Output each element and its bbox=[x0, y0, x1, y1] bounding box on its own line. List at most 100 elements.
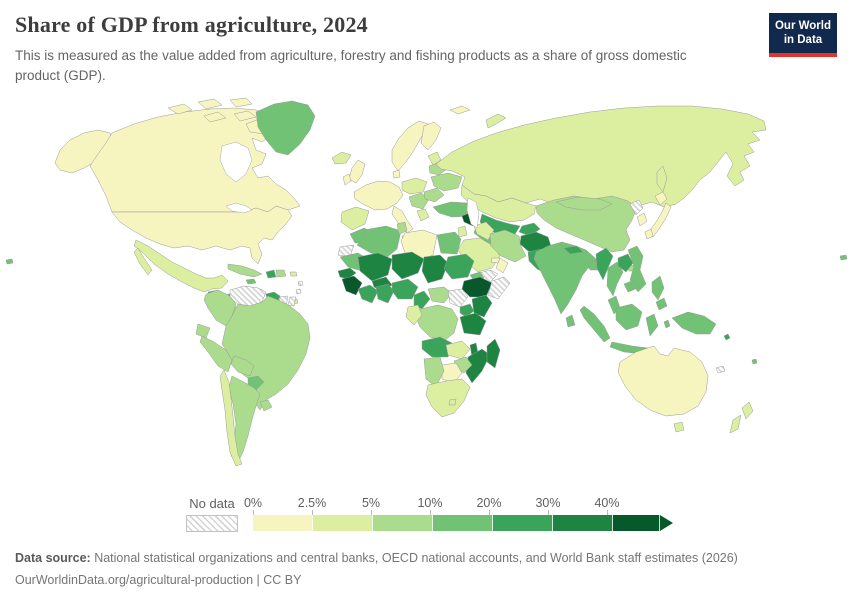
country-laos[interactable] bbox=[617, 253, 634, 273]
country-fiji[interactable] bbox=[751, 358, 758, 365]
country-canada[interactable] bbox=[89, 107, 301, 213]
legend-bin-b1[interactable] bbox=[253, 515, 313, 531]
country-ghana[interactable] bbox=[375, 283, 395, 304]
country-moluccas[interactable] bbox=[663, 319, 671, 329]
country-australia[interactable] bbox=[617, 345, 709, 417]
country-puerto-rico[interactable] bbox=[289, 271, 298, 277]
country-new-caledonia[interactable] bbox=[715, 365, 726, 374]
country-south-korea[interactable] bbox=[636, 212, 648, 227]
country-western-europe[interactable] bbox=[353, 180, 404, 211]
country-egypt[interactable] bbox=[436, 231, 462, 255]
country-romania[interactable] bbox=[423, 187, 445, 203]
country-french-guiana[interactable] bbox=[287, 296, 297, 307]
country-north-korea[interactable] bbox=[629, 199, 644, 216]
country-sumatra[interactable] bbox=[579, 305, 611, 343]
country-new-zealand-north[interactable] bbox=[741, 401, 754, 420]
country-sakhalin[interactable] bbox=[656, 165, 668, 193]
owid-link[interactable]: OurWorldinData.org/agricultural-producti… bbox=[15, 572, 302, 587]
country-mongolia[interactable] bbox=[555, 196, 613, 211]
country-iran[interactable] bbox=[489, 229, 527, 263]
country-ireland[interactable] bbox=[342, 173, 352, 186]
country-uganda[interactable] bbox=[459, 303, 475, 318]
country-oman[interactable] bbox=[495, 257, 509, 274]
country-mexico[interactable] bbox=[133, 239, 229, 293]
country-greenland[interactable] bbox=[255, 100, 316, 156]
country-japan-kyushu[interactable] bbox=[644, 228, 654, 240]
country-peru[interactable] bbox=[199, 335, 233, 373]
country-japan-honshu[interactable] bbox=[649, 202, 672, 238]
country-botswana[interactable] bbox=[441, 362, 463, 384]
country-uruguay[interactable] bbox=[259, 399, 273, 412]
country-svalbard[interactable] bbox=[449, 105, 471, 115]
country-cuba[interactable] bbox=[227, 263, 263, 278]
country-nepal[interactable] bbox=[563, 245, 584, 255]
country-iberia[interactable] bbox=[340, 206, 370, 231]
country-sulawesi[interactable] bbox=[645, 313, 659, 337]
country-madagascar[interactable] bbox=[486, 338, 501, 369]
country-greece[interactable] bbox=[416, 208, 430, 222]
country-balkans[interactable] bbox=[408, 192, 430, 210]
country-pacific-speck[interactable] bbox=[839, 254, 848, 261]
country-haiti[interactable] bbox=[265, 269, 277, 279]
country-pacific-speck[interactable] bbox=[5, 258, 14, 265]
country-mali[interactable] bbox=[357, 252, 393, 282]
country-new-guinea[interactable] bbox=[671, 311, 717, 335]
country-arctic-island[interactable] bbox=[233, 110, 257, 122]
legend-no-data-swatch[interactable] bbox=[186, 515, 238, 532]
country-cote-divoire[interactable] bbox=[357, 284, 379, 304]
country-central-african-republic[interactable] bbox=[427, 286, 453, 304]
country-arctic-island[interactable] bbox=[203, 111, 227, 123]
country-south-africa[interactable] bbox=[425, 378, 471, 418]
country-tanzania[interactable] bbox=[459, 312, 487, 336]
legend-no-data[interactable]: No data bbox=[186, 496, 238, 532]
country-novaya-zemlya[interactable] bbox=[485, 113, 507, 129]
owid-logo[interactable]: Our World in Data bbox=[769, 13, 837, 57]
country-sudan[interactable] bbox=[443, 253, 475, 280]
country-cambodia[interactable] bbox=[623, 279, 639, 293]
country-new-zealand-south[interactable] bbox=[729, 414, 742, 434]
country-central-europe[interactable] bbox=[401, 177, 428, 195]
country-zambia[interactable] bbox=[445, 340, 471, 360]
legend-bin-b4[interactable] bbox=[433, 515, 493, 531]
country-russia[interactable] bbox=[435, 105, 767, 208]
country-chile[interactable] bbox=[219, 369, 243, 467]
country-denmark[interactable] bbox=[392, 169, 401, 179]
country-iceland[interactable] bbox=[331, 151, 352, 165]
country-gabon-congo[interactable] bbox=[405, 304, 423, 326]
country-uae[interactable] bbox=[490, 257, 501, 264]
country-arctic-island[interactable] bbox=[229, 97, 253, 108]
country-mexico-baja[interactable] bbox=[133, 247, 153, 276]
country-united-states[interactable] bbox=[111, 205, 293, 265]
legend-bin-b6[interactable] bbox=[553, 515, 613, 531]
country-drc[interactable] bbox=[415, 304, 459, 342]
country-mozambique[interactable] bbox=[465, 348, 491, 384]
country-lesotho[interactable] bbox=[448, 398, 457, 406]
country-namibia[interactable] bbox=[423, 356, 445, 388]
country-south-sudan[interactable] bbox=[447, 288, 469, 308]
country-united-kingdom[interactable] bbox=[348, 159, 366, 184]
country-borneo[interactable] bbox=[615, 303, 643, 331]
country-cameroon[interactable] bbox=[413, 290, 431, 310]
country-thailand[interactable] bbox=[606, 261, 624, 297]
country-jordan-israel[interactable] bbox=[457, 225, 468, 238]
country-chad[interactable] bbox=[421, 254, 449, 284]
legend-bin-b5[interactable] bbox=[493, 515, 553, 531]
country-angola[interactable] bbox=[421, 336, 453, 358]
country-jamaica[interactable] bbox=[245, 278, 257, 285]
country-somalia[interactable] bbox=[487, 276, 511, 300]
country-dominican-republic[interactable] bbox=[275, 269, 287, 278]
country-argentina[interactable] bbox=[228, 375, 261, 463]
country-italy[interactable] bbox=[391, 205, 414, 234]
country-brazil[interactable] bbox=[221, 295, 311, 411]
country-arctic-island[interactable] bbox=[167, 103, 193, 115]
legend-bin-b3[interactable] bbox=[373, 515, 433, 531]
country-lesser-antilles[interactable] bbox=[295, 288, 302, 295]
country-sri-lanka[interactable] bbox=[565, 314, 576, 328]
country-ukraine[interactable] bbox=[430, 172, 463, 192]
legend-bin-b2[interactable] bbox=[313, 515, 373, 531]
country-norway-sweden[interactable] bbox=[391, 120, 429, 172]
country-finland[interactable] bbox=[420, 121, 442, 151]
country-tasmania[interactable] bbox=[673, 421, 685, 433]
country-tunisia[interactable] bbox=[396, 221, 408, 235]
country-japan-hokkaido[interactable] bbox=[654, 191, 668, 206]
